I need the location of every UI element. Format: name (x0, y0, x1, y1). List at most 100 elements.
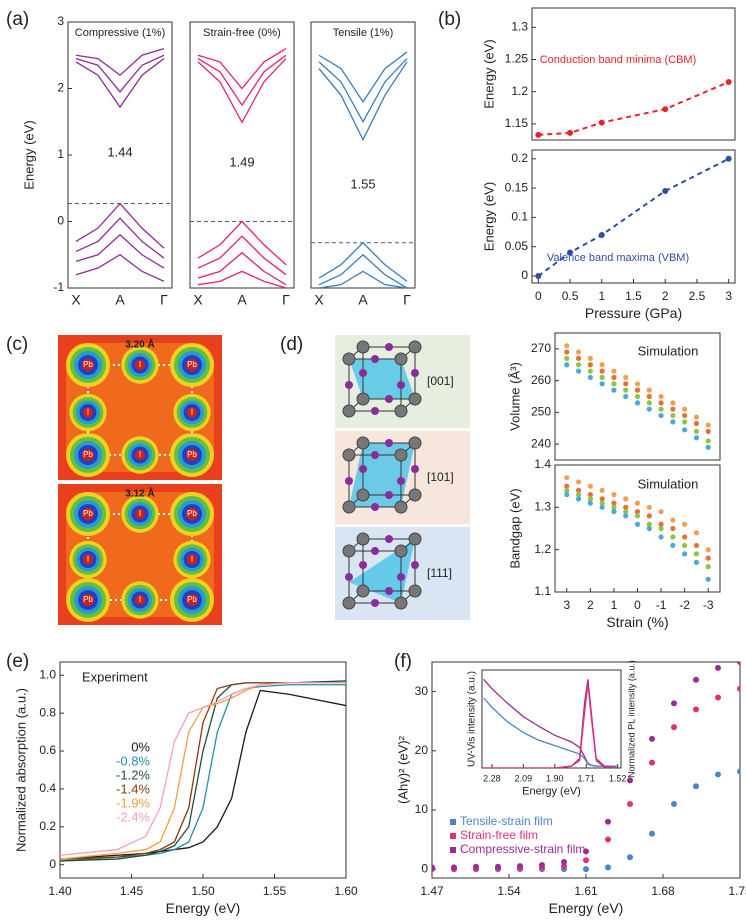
legend-label: 0% (131, 739, 150, 754)
atom-label: Pb (187, 360, 197, 369)
data-point (670, 412, 676, 419)
data-point (561, 859, 567, 866)
data-point (682, 419, 688, 425)
data-point (599, 504, 605, 510)
data-point (670, 400, 676, 406)
i-atom (359, 465, 367, 473)
data-point (693, 559, 700, 565)
data-point (623, 508, 629, 515)
atom-label: Pb (83, 450, 93, 459)
legend-swatch (450, 847, 456, 853)
data-point (623, 387, 629, 393)
elf-contour (186, 594, 198, 606)
elf-contour (134, 508, 146, 520)
x-tick-label: 2 (587, 598, 594, 612)
x-tick-label: 1 (598, 289, 605, 303)
elf-contour (134, 594, 146, 606)
data-point (693, 551, 700, 557)
x-axis-label: Energy (eV) (522, 785, 581, 797)
x-tick-label: 1.54 (497, 884, 521, 898)
i-atom (345, 477, 353, 485)
y-axis-label: UV-Vis intensity (a.u.) (467, 671, 478, 767)
data-point (705, 428, 711, 435)
legend-label: Tensile-strain film (460, 814, 553, 828)
data-point (611, 508, 617, 515)
series-line (75, 233, 165, 269)
i-atom (359, 561, 367, 569)
atom-label: Pb (83, 509, 93, 518)
data-point (623, 393, 629, 400)
data-point (627, 801, 633, 808)
data-point (623, 504, 629, 510)
data-point (599, 500, 605, 506)
data-point (649, 735, 655, 742)
data-point (587, 500, 593, 506)
pb-atom (408, 340, 422, 354)
data-point (495, 863, 501, 870)
legend-label: -2.4% (116, 809, 150, 824)
x-axis-label: Pressure (GPa) (585, 305, 682, 321)
data-point (575, 349, 582, 355)
data-point (627, 854, 633, 861)
series-line (318, 270, 408, 288)
i-atom (385, 491, 393, 499)
x-tick-label: Γ (403, 292, 411, 308)
y-tick-label: 0.4 (39, 781, 56, 795)
y-tick-label: 1.25 (505, 52, 529, 66)
data-point (658, 406, 664, 412)
panel-label: (f) (394, 651, 412, 672)
i-atom (397, 381, 405, 389)
x-tick-label: 2.28 (483, 773, 501, 783)
x-tick-label: -3 (703, 598, 714, 612)
data-point (725, 79, 732, 86)
elf-contour (82, 407, 94, 418)
i-atom (411, 561, 419, 569)
y-axis-label: Volume (Å³) (507, 362, 522, 431)
pb-atom (394, 596, 408, 610)
data-point (535, 131, 542, 138)
data-point (693, 542, 700, 549)
annotation: Valence band maxima (VBM) (547, 252, 689, 264)
elf-contour (82, 359, 94, 371)
atom-label: Pb (83, 595, 93, 604)
data-point (623, 496, 629, 502)
pb-atom (408, 584, 422, 598)
legend-label: -1.4% (116, 781, 150, 796)
x-tick-label: 0.5 (562, 289, 579, 303)
series-line (197, 270, 287, 288)
elf-contour (186, 359, 198, 371)
data-point (649, 830, 655, 837)
x-tick-label: X (193, 292, 203, 308)
atom-label: I (139, 509, 141, 518)
data-point (587, 368, 593, 374)
x-tick-label: -1 (656, 598, 667, 612)
x-tick-label: 3 (725, 289, 732, 303)
data-point (670, 406, 676, 412)
y-tick-label: 240 (531, 436, 551, 450)
data-point (575, 355, 582, 361)
series-line (318, 51, 408, 103)
data-point (599, 381, 605, 387)
x-tick-label: 1.61 (574, 884, 598, 898)
y-tick-label: 30 (415, 684, 429, 698)
series-line (60, 682, 346, 856)
x-tick-label: 1.75 (728, 884, 746, 898)
i-atom (371, 547, 379, 555)
data-point (725, 155, 732, 162)
data-point (649, 759, 655, 766)
data-point (564, 492, 570, 498)
data-point (561, 863, 567, 870)
data-point (599, 362, 605, 368)
legend-swatch (450, 833, 456, 839)
x-tick-label: 1.40 (48, 884, 72, 898)
elf-contour (186, 407, 198, 418)
atom-label: I (87, 408, 89, 417)
x-tick-label: 1.52 (609, 773, 627, 783)
data-point (670, 517, 676, 523)
data-point (598, 119, 605, 126)
data-point (567, 249, 574, 256)
y-tick-label: 1.1 (534, 584, 551, 598)
data-point (575, 479, 582, 485)
elf-contour (134, 359, 146, 371)
title-bg (192, 24, 292, 40)
